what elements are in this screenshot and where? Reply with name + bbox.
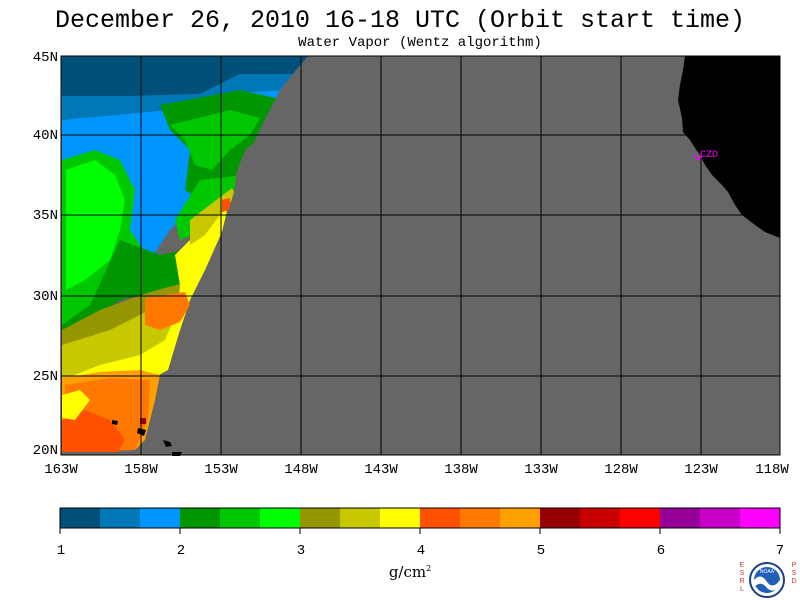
island-hawaii	[163, 440, 172, 447]
colorbar-swatch	[100, 508, 141, 528]
lon-label: 148W	[284, 462, 318, 478]
lat-label: 25N	[32, 369, 58, 385]
lon-label: 123W	[684, 462, 718, 478]
colorbar-swatch	[260, 508, 301, 528]
colorbar-swatch	[700, 508, 741, 528]
colorbar-tick-label: 3	[296, 543, 306, 559]
esrl-letter: S	[739, 570, 745, 577]
colorbar-tick-label: 1	[56, 543, 66, 559]
lat-label: 45N	[32, 50, 58, 66]
lon-label: 153W	[204, 462, 238, 478]
lon-label: 158W	[124, 462, 158, 478]
colorbar-unit-exponent: 2	[426, 564, 432, 573]
esrl-letter: L	[740, 586, 744, 593]
page-subtitle: Water Vapor (Wentz algorithm)	[298, 35, 542, 51]
lat-label: 30N	[32, 289, 58, 305]
orbit-gap	[165, 56, 780, 455]
colorbar-swatch	[620, 508, 661, 528]
colorbar-swatch	[420, 508, 461, 528]
esrl-letter: E	[739, 562, 745, 569]
lat-label: 20N	[32, 443, 58, 459]
page-title: December 26, 2010 16-18 UTC (Orbit start…	[54, 6, 746, 35]
colorbar-swatch	[220, 508, 261, 528]
colorbar-swatch	[300, 508, 341, 528]
colorbar-swatch	[380, 508, 421, 528]
psd-letter: D	[791, 578, 797, 585]
colorbar-tick-label: 7	[775, 543, 785, 559]
colorbar-swatch	[540, 508, 581, 528]
colorbar-unit-text: g/cm	[388, 563, 427, 581]
map-frame	[60, 55, 781, 456]
lon-label: 143W	[364, 462, 398, 478]
colorbar-swatch	[460, 508, 501, 528]
lon-label: 128W	[604, 462, 638, 478]
psd-letter: P	[791, 562, 797, 569]
colorbar-swatch	[580, 508, 621, 528]
colorbar-unit: g/cm2	[380, 563, 440, 581]
colorbar-swatch	[140, 508, 181, 528]
lat-label: 40N	[32, 128, 58, 144]
station-label: CZD	[700, 150, 718, 161]
noaa-logo: NOAA	[749, 562, 785, 598]
colorbar-tick-label: 2	[176, 543, 186, 559]
station-marker	[693, 153, 703, 162]
colorbar-swatch	[60, 508, 101, 528]
lat-label: 35N	[32, 208, 58, 224]
colorbar-swatch	[340, 508, 381, 528]
colorbar-swatch	[180, 508, 221, 528]
colorbar-swatch	[660, 508, 701, 528]
colorbar-tick-label: 5	[536, 543, 546, 559]
land-north-america	[678, 56, 780, 238]
colorbar-tick-label: 6	[656, 543, 666, 559]
map-grid	[61, 56, 780, 455]
noaa-logo-text: NOAA	[760, 569, 775, 575]
psd-letter: S	[791, 570, 797, 577]
colorbar-swatch	[740, 508, 781, 528]
lon-label: 138W	[444, 462, 478, 478]
colorbar-swatch	[500, 508, 541, 528]
lon-label: 133W	[524, 462, 558, 478]
lon-label: 163W	[44, 462, 78, 478]
colorbar-tick-label: 4	[416, 543, 426, 559]
esrl-letter: R	[739, 578, 745, 585]
esrl-letters: E S R L	[738, 562, 746, 594]
lon-label: 118W	[755, 462, 789, 478]
psd-letters: P S D	[790, 562, 798, 586]
island-oahu	[112, 420, 118, 425]
